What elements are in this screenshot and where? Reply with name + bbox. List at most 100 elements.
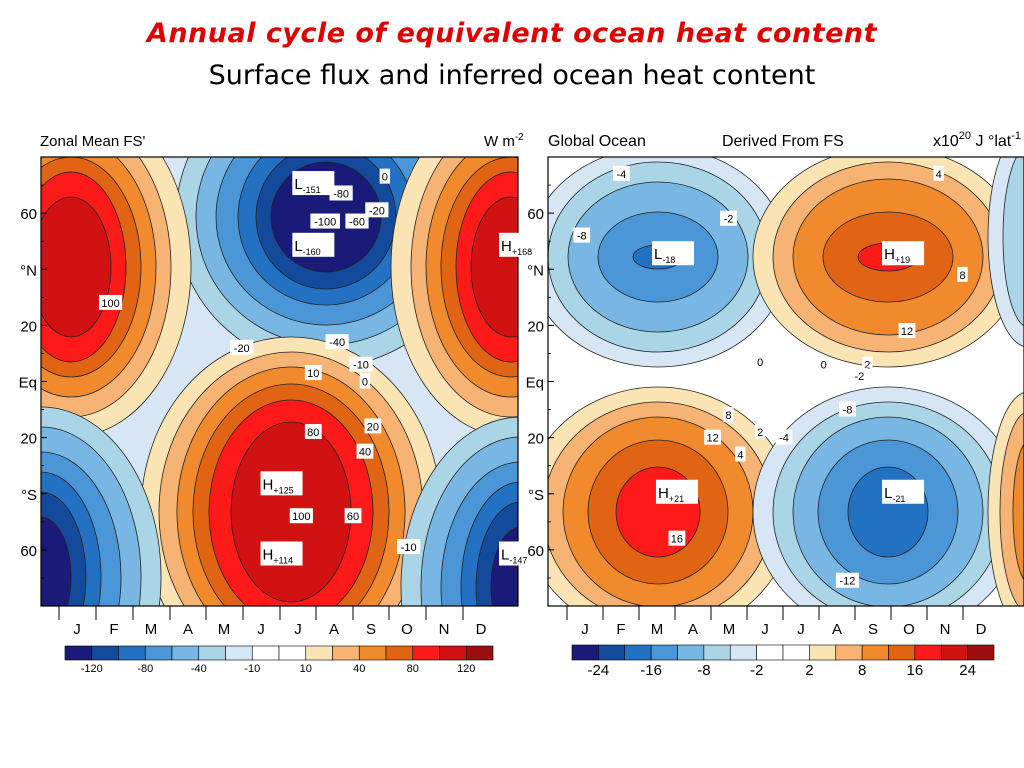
contour-label-box (835, 572, 860, 588)
contour-label-text: 12 (901, 326, 913, 338)
panel-left-units: W m-2 (484, 132, 524, 150)
extremum-label: L-21 (882, 479, 925, 504)
chart-left: 60 °N 20 Eq 20 °S 60 J F M A M J J A S O N D L-151 L-160 H+16… (19, 156, 542, 675)
colorbar-label: 8 (858, 662, 866, 679)
colorbar: -24 -16 -8 -2 2 8 16 24 (571, 644, 995, 679)
contour-label: 40 (356, 443, 374, 459)
extremum-label: L-160 (292, 232, 335, 257)
contour-label-box (862, 356, 873, 372)
extremum-label: H+19 (882, 241, 925, 266)
y-tick-label: 60 (527, 206, 544, 223)
contour-label-box (818, 356, 829, 372)
contour-label-text: -20 (234, 343, 250, 355)
x-tick-label: N (940, 621, 951, 638)
x-tick-label: M (651, 621, 664, 638)
extremum-label-box (499, 541, 542, 566)
extremum-label-box (260, 541, 303, 566)
contour-label: -2 (850, 367, 868, 383)
colorbar-segment (305, 645, 333, 661)
x-tick-label: J (581, 621, 589, 638)
colorbar-segment (225, 645, 253, 661)
contour-label-text: -10 (353, 360, 369, 372)
contour-label: 4 (735, 446, 746, 462)
extremum-label-box (499, 232, 542, 257)
x-tick-label: N (439, 621, 450, 638)
contour-label-box (344, 508, 362, 524)
colorbar-segment (278, 645, 307, 661)
colorbar-label: -16 (640, 662, 662, 679)
nh-low-edge-band-1 (1002, 157, 1024, 327)
contour-label: -100 (310, 213, 341, 229)
colorbar-label: -8 (697, 662, 710, 679)
colorbar-label: 120 (457, 663, 475, 675)
y-tick-label: °S (528, 487, 544, 504)
contour-label-box (365, 202, 389, 218)
contour-label-box (933, 165, 944, 181)
contour-label: -20 (230, 339, 254, 355)
contour-label-text: 12 (706, 433, 718, 445)
y-tick-label: 60 (527, 543, 544, 560)
page-title: Annual cycle of equivalent ocean heat co… (146, 18, 878, 49)
x-tick-label: A (832, 621, 842, 638)
x-tick-label: O (401, 621, 413, 638)
colorbar-segment (888, 644, 916, 661)
contour-label-text: -100 (314, 217, 336, 229)
contour-label-text: -2 (724, 214, 734, 226)
panel-right-header: Global Ocean (548, 133, 646, 150)
colorbar-segment (703, 644, 731, 661)
contour-label-text: 60 (347, 511, 359, 523)
y-tick-label: 20 (527, 431, 544, 448)
colorbar-segment (835, 644, 863, 661)
contour-label-text: 0 (362, 377, 368, 389)
extremum-label-box (882, 479, 925, 504)
extremum-letter: L-160 (294, 238, 320, 257)
colorbar-segment (412, 645, 440, 661)
contour-label-text: 4 (936, 169, 942, 181)
colorbar-label: 40 (353, 663, 365, 675)
contour-label-box (289, 508, 313, 524)
contour-label: -40 (325, 334, 349, 350)
contour-label-text: -12 (840, 576, 856, 588)
colorbar-segment (171, 645, 200, 661)
extremum-label-box (292, 232, 335, 257)
extremum-letter: L-147 (501, 546, 527, 565)
extremum-label: H+125 (260, 471, 303, 496)
nh-high-right-band-5 (470, 196, 518, 338)
extremum-label: L-147 (499, 541, 542, 566)
contour-label: 12 (898, 322, 916, 338)
panel-right-units: x1020 J °lat-1 (933, 130, 1021, 150)
colorbar-label: 80 (407, 663, 419, 675)
x-tick-label: O (903, 621, 915, 638)
contour-label-box (359, 373, 371, 389)
colorbar-label: -10 (244, 663, 260, 675)
contour-label-text: 20 (367, 421, 379, 433)
colorbar-segment (332, 645, 360, 661)
contour-label-box (310, 213, 341, 229)
contour-label-text: -10 (401, 542, 417, 554)
contour-label-text: 100 (101, 298, 119, 310)
x-tick-label: F (616, 621, 625, 638)
colorbar-label: 2 (805, 662, 813, 679)
contour-label: 60 (344, 508, 362, 524)
extremum-label: H+114 (260, 541, 303, 566)
colorbar-segment (782, 644, 810, 661)
contour-label-text: 0 (821, 360, 827, 372)
colorbar-segment (967, 644, 995, 661)
colorbar-segment (251, 645, 280, 661)
page-subtitle: Surface flux and inferred ocean heat con… (208, 60, 816, 91)
contour-label-box (364, 418, 382, 434)
extremum-label-box (655, 479, 698, 504)
x-tick-label: J (257, 621, 265, 638)
colorbar-segment (118, 645, 146, 661)
contour-label: -20 (365, 202, 389, 218)
x-tick-label: M (218, 621, 231, 638)
panel-right-subheader: Derived From FS (722, 133, 844, 150)
x-tick-label: J (294, 621, 302, 638)
contour-label: -4 (775, 429, 793, 445)
colorbar-segment (358, 645, 387, 661)
contour-label-text: -4 (779, 433, 789, 445)
contour-label-box (345, 213, 369, 229)
x-tick-label: J (73, 621, 81, 638)
panel-left-header: Zonal Mean FS' (40, 133, 146, 150)
extremum-label-box (292, 171, 335, 196)
